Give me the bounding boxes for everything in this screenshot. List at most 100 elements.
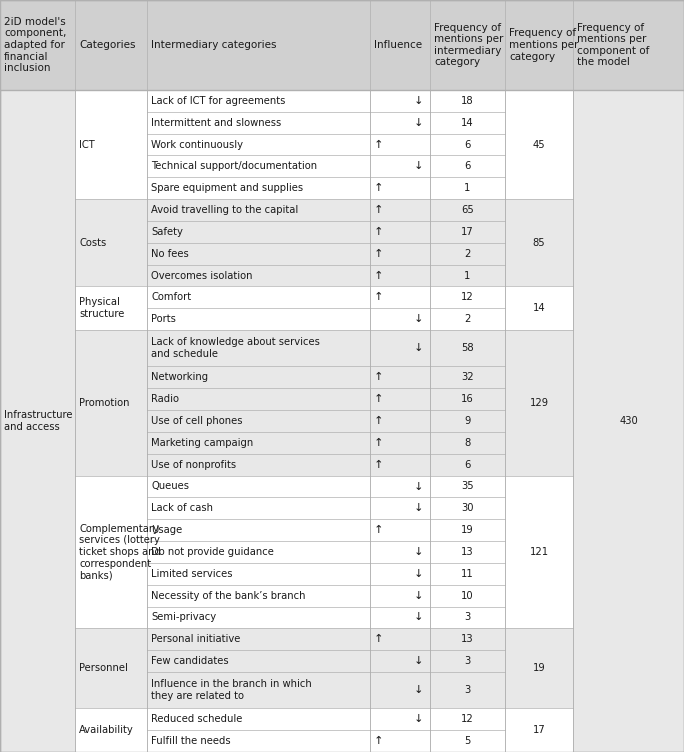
Text: Frequency of
mentions per
category: Frequency of mentions per category [509, 29, 579, 62]
Bar [430, 730, 505, 752]
Text: Availability: Availability [79, 725, 134, 735]
Bar [147, 585, 370, 607]
Bar [370, 265, 430, 287]
Text: Frequency of
mentions per
intermediary
category: Frequency of mentions per intermediary c… [434, 23, 503, 68]
Bar [147, 112, 370, 134]
Bar [370, 650, 430, 672]
Bar [370, 330, 430, 366]
Bar [75, 708, 147, 752]
Text: Complementary
services (lottery
ticket shops and
correspondent
banks): Complementary services (lottery ticket s… [79, 523, 161, 580]
Text: Lack of knowledge about services
and schedule: Lack of knowledge about services and sch… [151, 338, 320, 359]
Text: ↓: ↓ [413, 547, 423, 557]
Text: Personal initiative: Personal initiative [151, 634, 240, 644]
Bar [147, 243, 370, 265]
Bar [430, 243, 505, 265]
Text: 32: 32 [461, 372, 474, 382]
Text: 19: 19 [461, 525, 474, 535]
Bar [370, 287, 430, 308]
Bar [370, 112, 430, 134]
Bar [75, 475, 147, 629]
Bar [430, 672, 505, 708]
Bar [430, 366, 505, 388]
Bar [370, 453, 430, 475]
Bar [147, 199, 370, 221]
Text: Comfort: Comfort [151, 293, 191, 302]
Text: ↑: ↑ [373, 183, 383, 193]
Bar [75, 287, 147, 330]
Bar [147, 156, 370, 177]
Text: 13: 13 [461, 547, 474, 557]
Text: ↑: ↑ [373, 525, 383, 535]
Bar [370, 366, 430, 388]
Text: 6: 6 [464, 459, 471, 470]
Text: Semi-privacy: Semi-privacy [151, 612, 216, 623]
Text: 65: 65 [461, 205, 474, 215]
Bar [370, 90, 430, 112]
Text: ↑: ↑ [373, 249, 383, 259]
Text: ↓: ↓ [413, 96, 423, 106]
Bar [370, 607, 430, 629]
Text: 129: 129 [529, 398, 549, 408]
Bar [430, 112, 505, 134]
Bar [147, 410, 370, 432]
Text: Usage: Usage [151, 525, 182, 535]
Text: 12: 12 [461, 293, 474, 302]
Bar [573, 90, 684, 752]
Bar [370, 672, 430, 708]
Text: ↓: ↓ [413, 162, 423, 171]
Bar [147, 708, 370, 730]
Text: Intermediary categories: Intermediary categories [151, 40, 276, 50]
Text: Personnel: Personnel [79, 663, 128, 673]
Bar [75, 90, 147, 199]
Text: 3: 3 [464, 685, 471, 695]
Bar [430, 519, 505, 541]
Text: 85: 85 [533, 238, 545, 247]
Text: ↑: ↑ [373, 634, 383, 644]
Text: 2: 2 [464, 249, 471, 259]
Text: 19: 19 [533, 663, 545, 673]
Bar [430, 177, 505, 199]
Text: 13: 13 [461, 634, 474, 644]
Bar [147, 541, 370, 562]
Text: Reduced schedule: Reduced schedule [151, 714, 242, 724]
Text: Spare equipment and supplies: Spare equipment and supplies [151, 183, 303, 193]
Bar [430, 541, 505, 562]
Bar [430, 221, 505, 243]
Bar [370, 199, 430, 221]
Text: Few candidates: Few candidates [151, 656, 228, 666]
Text: ↓: ↓ [413, 118, 423, 128]
Text: ↑: ↑ [373, 227, 383, 237]
Bar [147, 650, 370, 672]
Bar [430, 330, 505, 366]
Bar [370, 134, 430, 156]
Text: Fulfill the needs: Fulfill the needs [151, 736, 231, 746]
Bar [147, 287, 370, 308]
Bar [147, 90, 370, 112]
Text: 35: 35 [461, 481, 474, 492]
Text: Influence in the branch in which
they are related to: Influence in the branch in which they ar… [151, 679, 312, 701]
Text: ↓: ↓ [413, 685, 423, 695]
Bar [370, 497, 430, 519]
Text: ↓: ↓ [413, 590, 423, 601]
Text: Queues: Queues [151, 481, 189, 492]
Text: ↓: ↓ [413, 714, 423, 724]
Text: 121: 121 [529, 547, 549, 557]
Text: 1: 1 [464, 271, 471, 280]
Text: ↑: ↑ [373, 293, 383, 302]
Text: Physical
structure: Physical structure [79, 298, 124, 319]
Bar [75, 629, 147, 708]
Bar [370, 585, 430, 607]
Bar [147, 453, 370, 475]
Text: Influence: Influence [374, 40, 422, 50]
Text: 3: 3 [464, 656, 471, 666]
Bar [430, 308, 505, 330]
Text: 45: 45 [533, 140, 545, 150]
Text: Categories: Categories [79, 40, 135, 50]
Text: 11: 11 [461, 569, 474, 579]
Bar [430, 432, 505, 453]
Text: ↓: ↓ [413, 481, 423, 492]
Bar [370, 410, 430, 432]
Bar [147, 432, 370, 453]
Text: Lack of ICT for agreements: Lack of ICT for agreements [151, 96, 285, 106]
Bar [430, 607, 505, 629]
